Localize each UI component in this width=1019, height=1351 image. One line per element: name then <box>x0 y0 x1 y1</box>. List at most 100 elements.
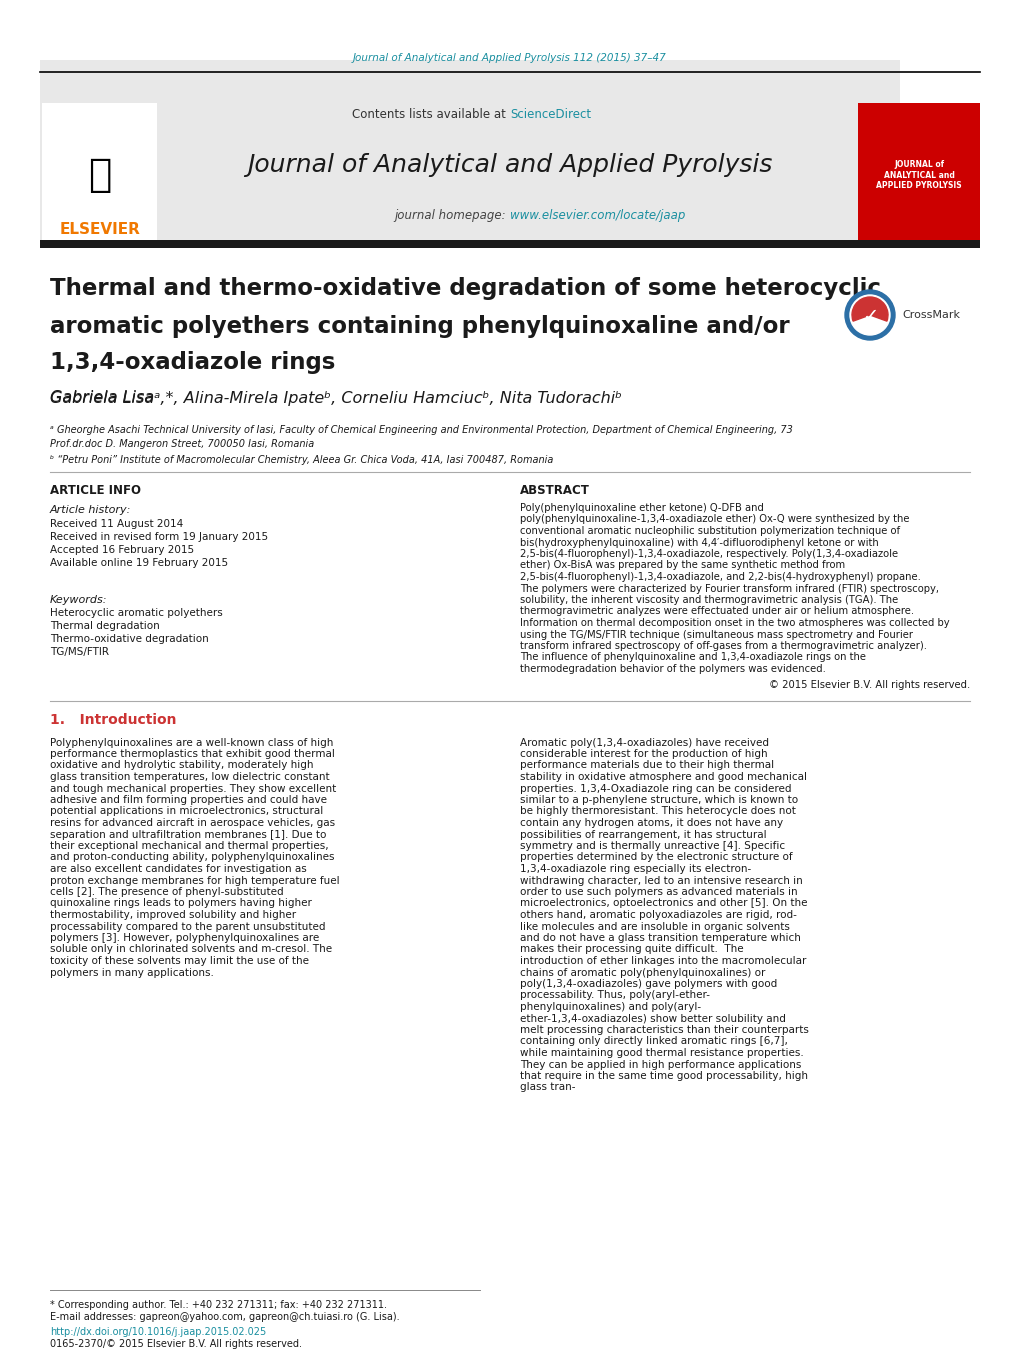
Text: Gabriela Lisaᵃ,*, Alina-Mirela Ipateᵇ, Corneliu Hamciucᵇ, Nita Tudorachiᵇ: Gabriela Lisaᵃ,*, Alina-Mirela Ipateᵇ, C… <box>50 390 622 405</box>
Text: Received in revised form 19 January 2015: Received in revised form 19 January 2015 <box>50 532 268 542</box>
Text: ᵇ “Petru Poni” Institute of Macromolecular Chemistry, Aleea Gr. Chica Voda, 41A,: ᵇ “Petru Poni” Institute of Macromolecul… <box>50 455 553 465</box>
Text: performance thermoplastics that exhibit good thermal: performance thermoplastics that exhibit … <box>50 748 334 759</box>
Text: journal homepage:: journal homepage: <box>394 208 510 222</box>
Text: makes their processing quite difficult.  The: makes their processing quite difficult. … <box>520 944 743 955</box>
Text: phenylquinoxalines) and poly(aryl-: phenylquinoxalines) and poly(aryl- <box>520 1002 700 1012</box>
Text: ether-1,3,4-oxadiazoles) show better solubility and: ether-1,3,4-oxadiazoles) show better sol… <box>520 1013 785 1024</box>
Text: http://dx.doi.org/10.1016/j.jaap.2015.02.025: http://dx.doi.org/10.1016/j.jaap.2015.02… <box>50 1327 266 1337</box>
Text: order to use such polymers as advanced materials in: order to use such polymers as advanced m… <box>520 888 797 897</box>
Text: Thermo-oxidative degradation: Thermo-oxidative degradation <box>50 634 209 644</box>
Text: 2,5-bis(4-fluorophenyl)-1,3,4-oxadiazole, and 2,2-bis(4-hydroxyphenyl) propane.: 2,5-bis(4-fluorophenyl)-1,3,4-oxadiazole… <box>520 571 920 582</box>
Text: toxicity of these solvents may limit the use of the: toxicity of these solvents may limit the… <box>50 957 309 966</box>
Text: introduction of ether linkages into the macromolecular: introduction of ether linkages into the … <box>520 957 806 966</box>
Text: and tough mechanical properties. They show excellent: and tough mechanical properties. They sh… <box>50 784 336 793</box>
Text: Accepted 16 February 2015: Accepted 16 February 2015 <box>50 544 194 555</box>
Text: ARTICLE INFO: ARTICLE INFO <box>50 484 141 497</box>
Text: thermodegradation behavior of the polymers was evidenced.: thermodegradation behavior of the polyme… <box>520 663 825 674</box>
Text: Article history:: Article history: <box>50 505 131 515</box>
Text: Polyphenylquinoxalines are a well-known class of high: Polyphenylquinoxalines are a well-known … <box>50 738 333 747</box>
Text: oxidative and hydrolytic stability, moderately high: oxidative and hydrolytic stability, mode… <box>50 761 313 770</box>
Text: © 2015 Elsevier B.V. All rights reserved.: © 2015 Elsevier B.V. All rights reserved… <box>768 681 969 690</box>
Text: and do not have a glass transition temperature which: and do not have a glass transition tempe… <box>520 934 800 943</box>
Text: www.elsevier.com/locate/jaap: www.elsevier.com/locate/jaap <box>510 208 685 222</box>
Text: transform infrared spectroscopy of off-gases from a thermogravimetric analyzer).: transform infrared spectroscopy of off-g… <box>520 640 926 651</box>
Text: 0165-2370/© 2015 Elsevier B.V. All rights reserved.: 0165-2370/© 2015 Elsevier B.V. All right… <box>50 1339 302 1350</box>
Bar <box>40 240 979 249</box>
Text: Gabriela Lisa: Gabriela Lisa <box>50 390 154 405</box>
Text: like molecules and are insoluble in organic solvents: like molecules and are insoluble in orga… <box>520 921 789 931</box>
Bar <box>42 103 157 243</box>
Text: cells [2]. The presence of phenyl-substituted: cells [2]. The presence of phenyl-substi… <box>50 888 283 897</box>
Text: are also excellent candidates for investigation as: are also excellent candidates for invest… <box>50 865 307 874</box>
Bar <box>160 103 854 243</box>
Bar <box>40 59 899 245</box>
Text: ✓: ✓ <box>861 308 877 327</box>
Text: considerable interest for the production of high: considerable interest for the production… <box>520 748 767 759</box>
Text: containing only directly linked aromatic rings [6,7],: containing only directly linked aromatic… <box>520 1036 787 1047</box>
Text: thermostability, improved solubility and higher: thermostability, improved solubility and… <box>50 911 296 920</box>
Text: TG/MS/FTIR: TG/MS/FTIR <box>50 647 109 657</box>
Text: withdrawing character, led to an intensive research in: withdrawing character, led to an intensi… <box>520 875 802 885</box>
Text: melt processing characteristics than their counterparts: melt processing characteristics than the… <box>520 1025 808 1035</box>
Text: ᵃ Gheorghe Asachi Technical University of Iasi, Faculty of Chemical Engineering : ᵃ Gheorghe Asachi Technical University o… <box>50 426 792 435</box>
Text: aromatic polyethers containing phenylquinoxaline and/or: aromatic polyethers containing phenylqui… <box>50 315 789 338</box>
Text: Poly(phenylquinoxaline ether ketone) Q-DFB and: Poly(phenylquinoxaline ether ketone) Q-D… <box>520 503 763 513</box>
Text: Received 11 August 2014: Received 11 August 2014 <box>50 519 183 530</box>
Circle shape <box>844 290 894 340</box>
Text: Thermal degradation: Thermal degradation <box>50 621 160 631</box>
Text: Heterocyclic aromatic polyethers: Heterocyclic aromatic polyethers <box>50 608 222 617</box>
Text: Available online 19 February 2015: Available online 19 February 2015 <box>50 558 228 567</box>
Circle shape <box>849 295 890 335</box>
Text: properties determined by the electronic structure of: properties determined by the electronic … <box>520 852 792 862</box>
Text: Thermal and thermo-oxidative degradation of some heterocyclic: Thermal and thermo-oxidative degradation… <box>50 277 880 300</box>
Text: proton exchange membranes for high temperature fuel: proton exchange membranes for high tempe… <box>50 875 339 885</box>
Text: be highly thermoresistant. This heterocycle does not: be highly thermoresistant. This heterocy… <box>520 807 795 816</box>
Bar <box>857 103 979 243</box>
Text: properties. 1,3,4-Oxadiazole ring can be considered: properties. 1,3,4-Oxadiazole ring can be… <box>520 784 791 793</box>
Text: 1,3,4-oxadiazole rings: 1,3,4-oxadiazole rings <box>50 351 335 374</box>
Text: adhesive and film forming properties and could have: adhesive and film forming properties and… <box>50 794 327 805</box>
Text: soluble only in chlorinated solvents and m-cresol. The: soluble only in chlorinated solvents and… <box>50 944 332 955</box>
Text: processability. Thus, poly(aryl-ether-: processability. Thus, poly(aryl-ether- <box>520 990 709 1001</box>
Text: microelectronics, optoelectronics and other [5]. On the: microelectronics, optoelectronics and ot… <box>520 898 807 908</box>
Text: 🌲: 🌲 <box>89 155 111 195</box>
Text: their exceptional mechanical and thermal properties,: their exceptional mechanical and thermal… <box>50 842 328 851</box>
Text: performance materials due to their high thermal: performance materials due to their high … <box>520 761 773 770</box>
Text: stability in oxidative atmosphere and good mechanical: stability in oxidative atmosphere and go… <box>520 771 806 782</box>
Text: ELSEVIER: ELSEVIER <box>59 223 141 238</box>
Text: Keywords:: Keywords: <box>50 594 107 605</box>
Text: glass tran-: glass tran- <box>520 1082 575 1093</box>
Text: solubility, the inherent viscosity and thermogravimetric analysis (TGA). The: solubility, the inherent viscosity and t… <box>520 594 898 605</box>
Text: 1,3,4-oxadiazole ring especially its electron-: 1,3,4-oxadiazole ring especially its ele… <box>520 865 751 874</box>
Text: quinoxaline rings leads to polymers having higher: quinoxaline rings leads to polymers havi… <box>50 898 312 908</box>
Text: polymers in many applications.: polymers in many applications. <box>50 967 214 978</box>
Text: chains of aromatic poly(phenylquinoxalines) or: chains of aromatic poly(phenylquinoxalin… <box>520 967 764 978</box>
Text: separation and ultrafiltration membranes [1]. Due to: separation and ultrafiltration membranes… <box>50 830 326 839</box>
Text: * Corresponding author. Tel.: +40 232 271311; fax: +40 232 271311.: * Corresponding author. Tel.: +40 232 27… <box>50 1300 386 1310</box>
Text: possibilities of rearrangement, it has structural: possibilities of rearrangement, it has s… <box>520 830 766 839</box>
Text: similar to a p-phenylene structure, which is known to: similar to a p-phenylene structure, whic… <box>520 794 797 805</box>
Text: Contents lists available at: Contents lists available at <box>352 108 510 122</box>
Text: contain any hydrogen atoms, it does not have any: contain any hydrogen atoms, it does not … <box>520 817 783 828</box>
Text: symmetry and is thermally unreactive [4]. Specific: symmetry and is thermally unreactive [4]… <box>520 842 785 851</box>
Text: Journal of Analytical and Applied Pyrolysis 112 (2015) 37–47: Journal of Analytical and Applied Pyroly… <box>353 53 666 63</box>
Text: Aromatic poly(1,3,4-oxadiazoles) have received: Aromatic poly(1,3,4-oxadiazoles) have re… <box>520 738 768 747</box>
Text: potential applications in microelectronics, structural: potential applications in microelectroni… <box>50 807 323 816</box>
Text: resins for advanced aircraft in aerospace vehicles, gas: resins for advanced aircraft in aerospac… <box>50 817 335 828</box>
Text: Journal of Analytical and Applied Pyrolysis: Journal of Analytical and Applied Pyroly… <box>247 153 772 177</box>
Text: poly(1,3,4-oxadiazoles) gave polymers with good: poly(1,3,4-oxadiazoles) gave polymers wi… <box>520 979 776 989</box>
Text: 2,5-bis(4-fluorophenyl)-1,3,4-oxadiazole, respectively. Poly(1,3,4-oxadiazole: 2,5-bis(4-fluorophenyl)-1,3,4-oxadiazole… <box>520 549 898 559</box>
Text: The influence of phenylquinoxaline and 1,3,4-oxadiazole rings on the: The influence of phenylquinoxaline and 1… <box>520 653 865 662</box>
Text: processability compared to the parent unsubstituted: processability compared to the parent un… <box>50 921 325 931</box>
Text: polymers [3]. However, polyphenylquinoxalines are: polymers [3]. However, polyphenylquinoxa… <box>50 934 319 943</box>
Text: others hand, aromatic polyoxadiazoles are rigid, rod-: others hand, aromatic polyoxadiazoles ar… <box>520 911 796 920</box>
Text: while maintaining good thermal resistance properties.: while maintaining good thermal resistanc… <box>520 1048 803 1058</box>
Text: Prof.dr.doc D. Mangeron Street, 700050 Iasi, Romania: Prof.dr.doc D. Mangeron Street, 700050 I… <box>50 439 314 449</box>
Text: 1.   Introduction: 1. Introduction <box>50 713 176 727</box>
Text: ScienceDirect: ScienceDirect <box>510 108 591 122</box>
Text: poly(phenylquinoxaline-1,3,4-oxadiazole ether) Ox-Q were synthesized by the: poly(phenylquinoxaline-1,3,4-oxadiazole … <box>520 515 909 524</box>
Text: that require in the same time good processability, high: that require in the same time good proce… <box>520 1071 807 1081</box>
Text: and proton-conducting ability, polyphenylquinoxalines: and proton-conducting ability, polypheny… <box>50 852 334 862</box>
Text: glass transition temperatures, low dielectric constant: glass transition temperatures, low diele… <box>50 771 329 782</box>
Text: ether) Ox-BisA was prepared by the same synthetic method from: ether) Ox-BisA was prepared by the same … <box>520 561 845 570</box>
